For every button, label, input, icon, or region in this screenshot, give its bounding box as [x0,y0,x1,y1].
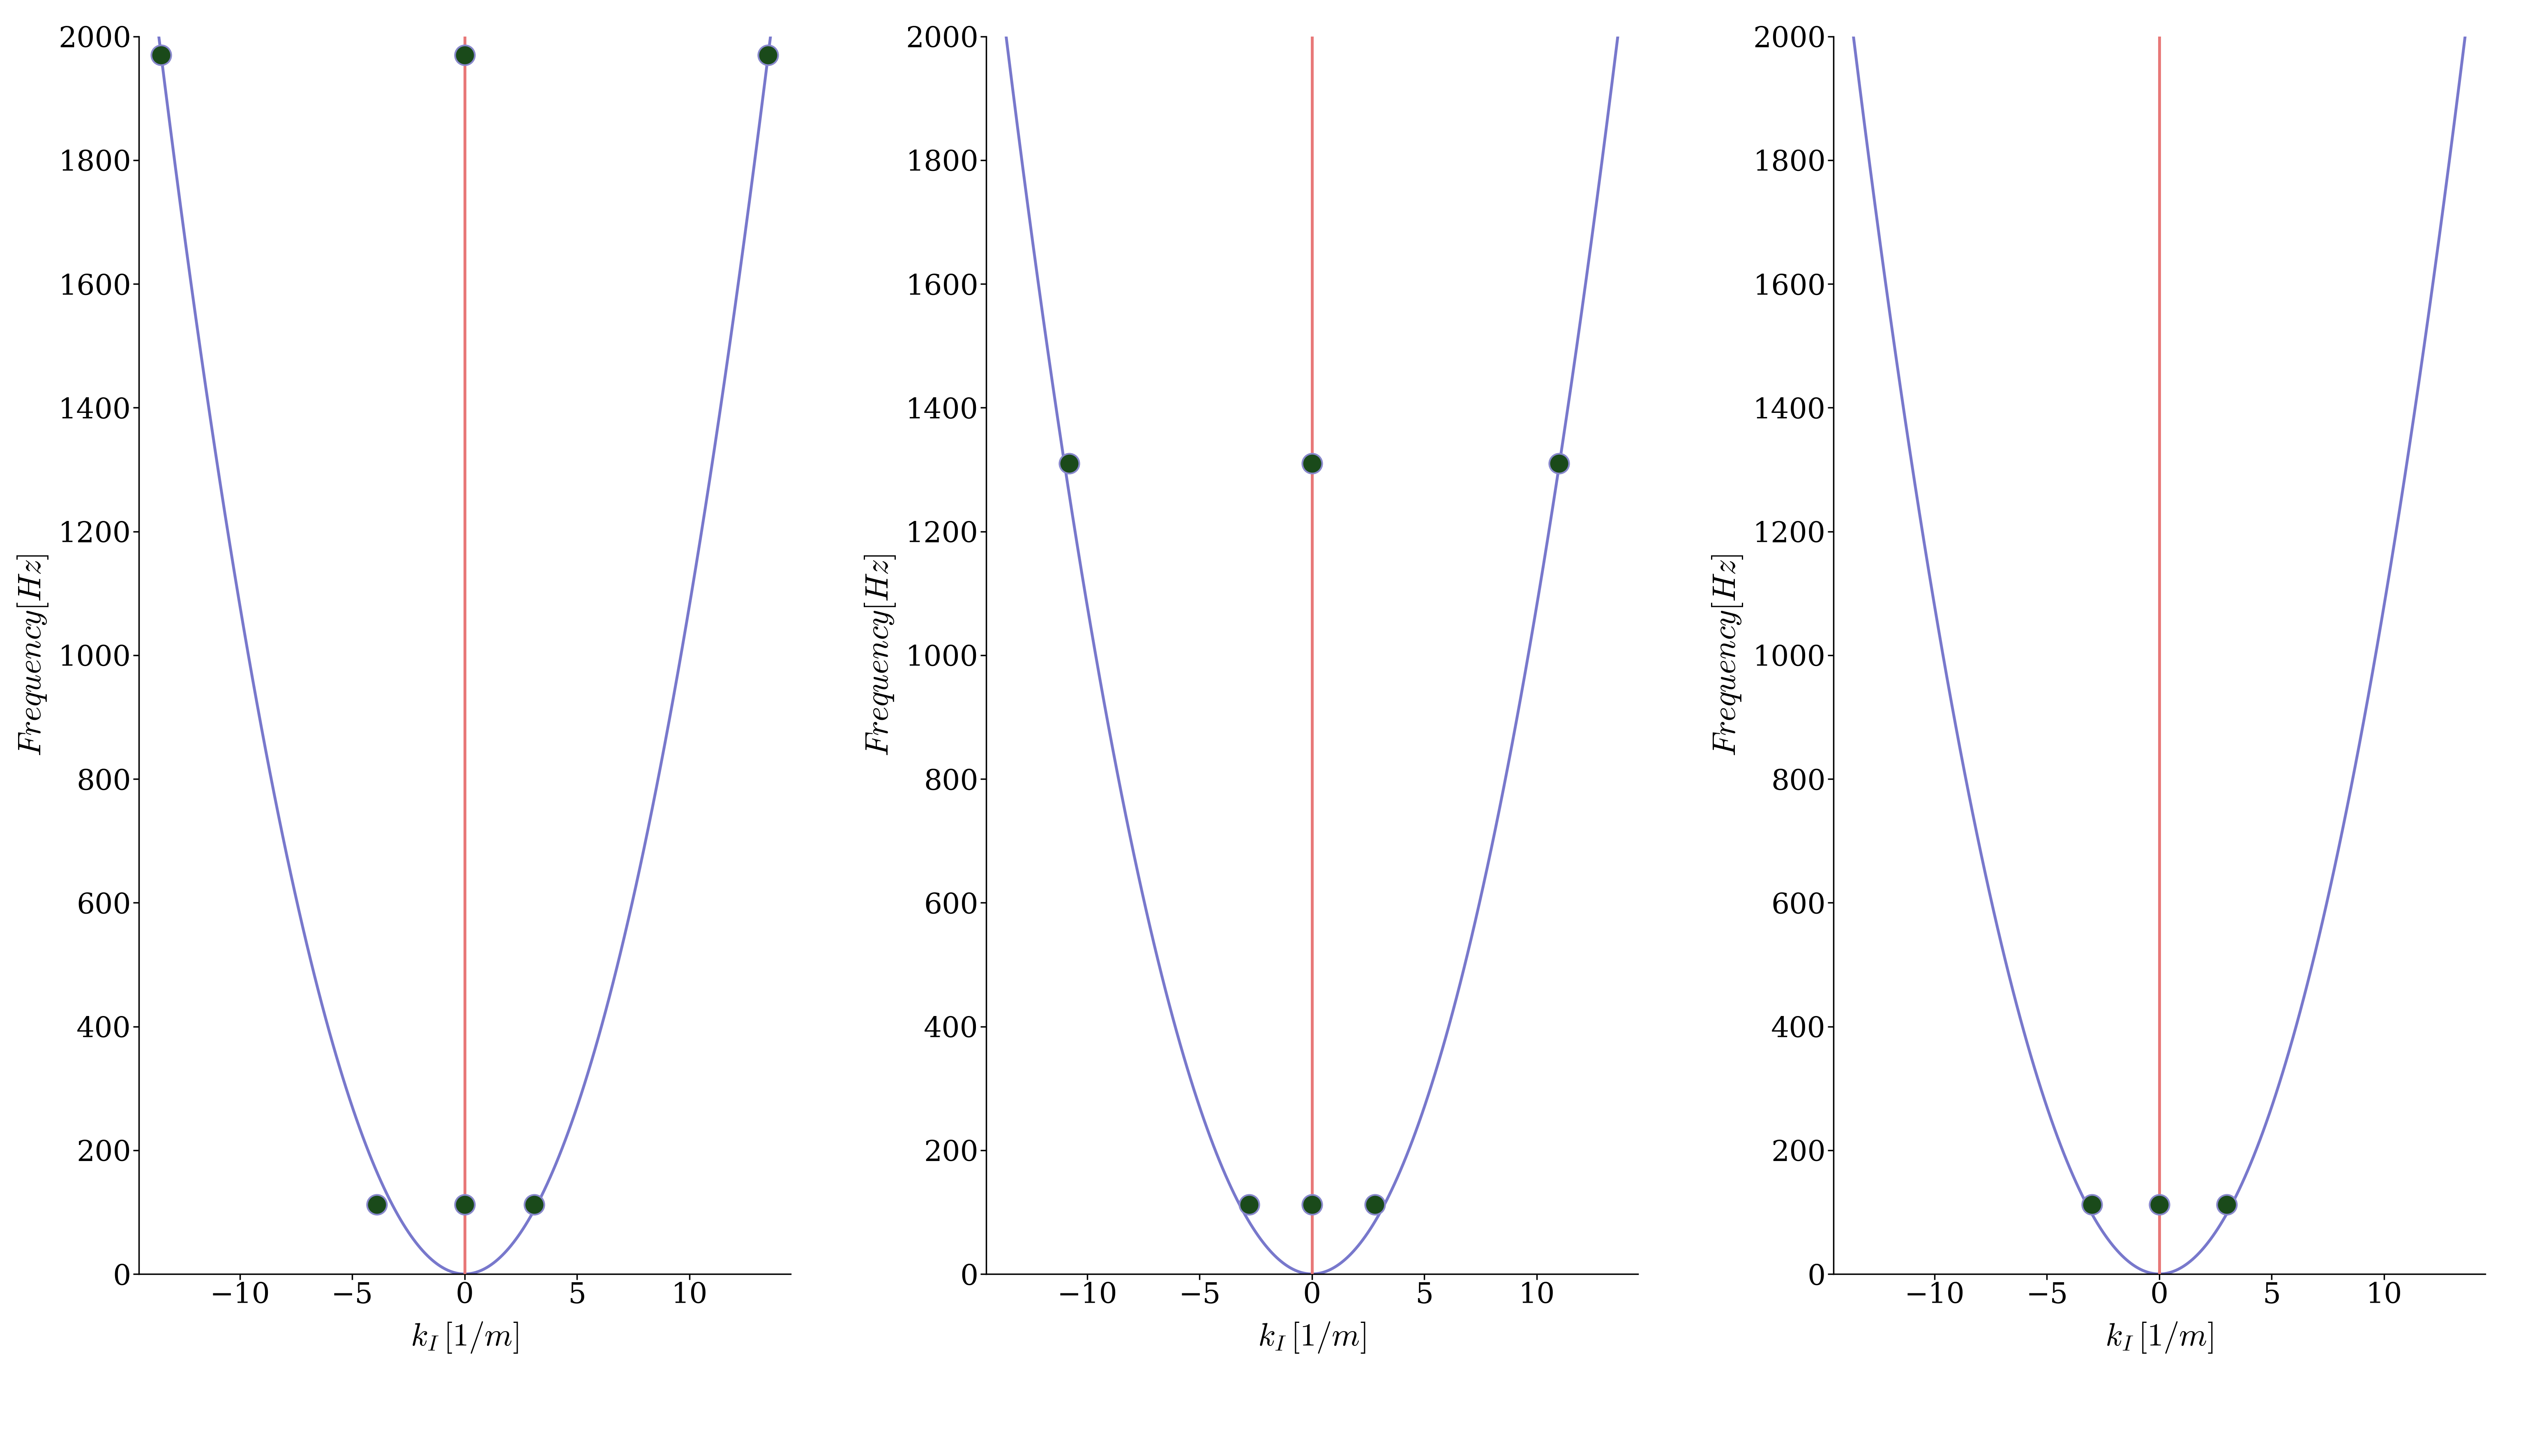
Y-axis label: $Frequency[Hz]$: $Frequency[Hz]$ [1711,555,1743,756]
Point [1355,1192,1395,1216]
X-axis label: $k_I\,[1/m]$: $k_I\,[1/m]$ [2104,1321,2213,1354]
Point [1229,1192,1269,1216]
Point [2071,1192,2112,1216]
Point [1292,1192,1332,1216]
Point [2208,1192,2248,1216]
X-axis label: $k_I\,[1/m]$: $k_I\,[1/m]$ [411,1321,520,1354]
Y-axis label: $Frequency[Hz]$: $Frequency[Hz]$ [863,555,898,756]
Point [1539,451,1579,475]
Point [141,44,182,67]
Point [2140,1192,2180,1216]
Y-axis label: $Frequency[Hz]$: $Frequency[Hz]$ [15,555,50,756]
Point [747,44,787,67]
Point [1292,451,1332,475]
Point [1050,451,1090,475]
Point [444,1192,484,1216]
Point [356,1192,396,1216]
X-axis label: $k_I\,[1/m]$: $k_I\,[1/m]$ [1259,1321,1365,1354]
Point [444,44,484,67]
Point [515,1192,555,1216]
